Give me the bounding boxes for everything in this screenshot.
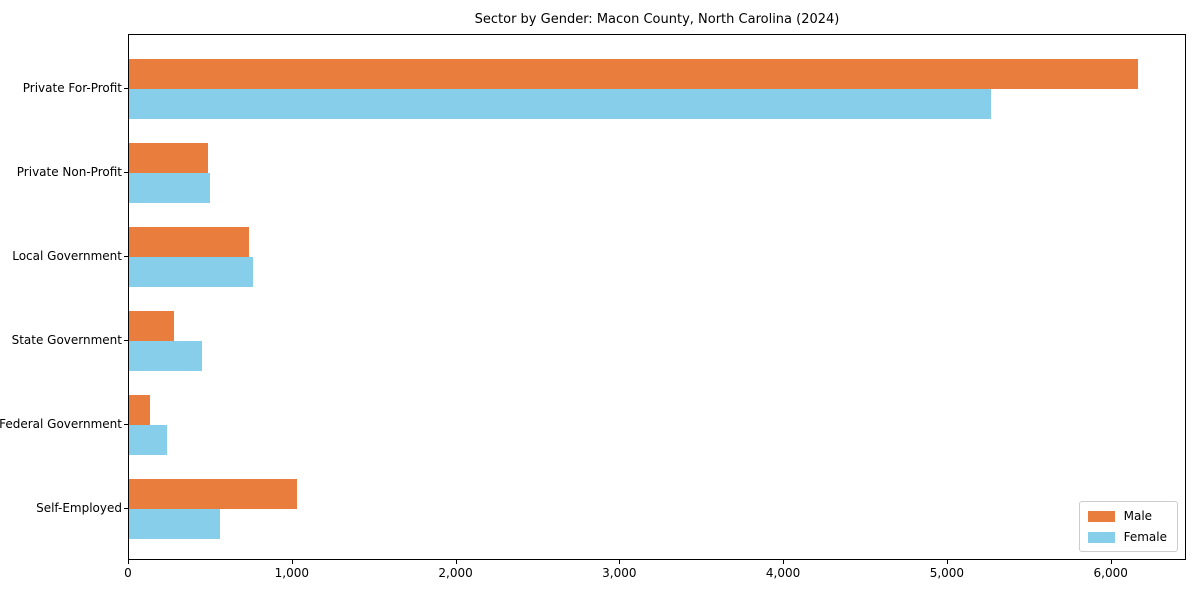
legend-entry-female: Female — [1087, 530, 1167, 544]
y-tick-label: Local Government — [12, 249, 122, 263]
y-tick-mark — [124, 340, 128, 341]
bar-male-private-non-profit — [129, 143, 208, 173]
x-tick-mark — [619, 560, 621, 564]
bar-male-federal-government — [129, 395, 150, 425]
legend-label: Male — [1123, 509, 1153, 523]
x-tick-mark — [291, 560, 293, 564]
y-tick-label: Private Non-Profit — [16, 165, 122, 179]
y-tick-mark — [124, 424, 128, 425]
y-tick-label: Federal Government — [0, 417, 122, 431]
bar-male-self-employed — [129, 479, 297, 509]
bar-female-private-non-profit — [129, 173, 211, 203]
y-tick-mark — [124, 256, 128, 257]
bar-male-local-government — [129, 227, 250, 257]
y-tick-label: State Government — [11, 333, 122, 347]
x-tick-mark — [128, 560, 129, 564]
legend: Male Female — [1078, 501, 1178, 552]
legend-swatch-female — [1087, 531, 1115, 543]
plot-area: Male Female — [128, 34, 1186, 560]
y-tick-mark — [124, 172, 128, 173]
x-tick-mark — [455, 560, 457, 564]
x-tick-label: 0 — [124, 566, 132, 580]
x-tick-mark — [1110, 560, 1112, 564]
bar-female-private-for-profit — [129, 89, 991, 119]
x-tick-label: 6,000 — [1093, 566, 1128, 580]
x-tick-label: 4,000 — [765, 566, 801, 580]
y-tick-mark — [124, 508, 128, 509]
y-tick-label: Self-Employed — [36, 501, 122, 515]
chart-title: Sector by Gender: Macon County, North Ca… — [474, 12, 840, 27]
legend-entry-male: Male — [1087, 509, 1167, 523]
y-tick-mark — [124, 88, 128, 89]
bar-female-self-employed — [129, 509, 220, 539]
x-tick-label: 2,000 — [438, 566, 473, 580]
x-tick-label: 5,000 — [929, 566, 965, 580]
legend-label: Female — [1123, 530, 1167, 544]
x-tick-mark — [946, 560, 948, 564]
y-tick-label: Private For-Profit — [22, 81, 122, 95]
x-tick-label: 1,000 — [274, 566, 309, 580]
x-tick-mark — [783, 560, 785, 564]
bar-female-local-government — [129, 257, 253, 287]
bar-female-state-government — [129, 341, 202, 371]
legend-swatch-male — [1087, 510, 1115, 522]
bar-female-federal-government — [129, 425, 167, 455]
bar-male-state-government — [129, 311, 174, 341]
x-tick-label: 3,000 — [602, 566, 637, 580]
bar-male-private-for-profit — [129, 59, 1138, 89]
